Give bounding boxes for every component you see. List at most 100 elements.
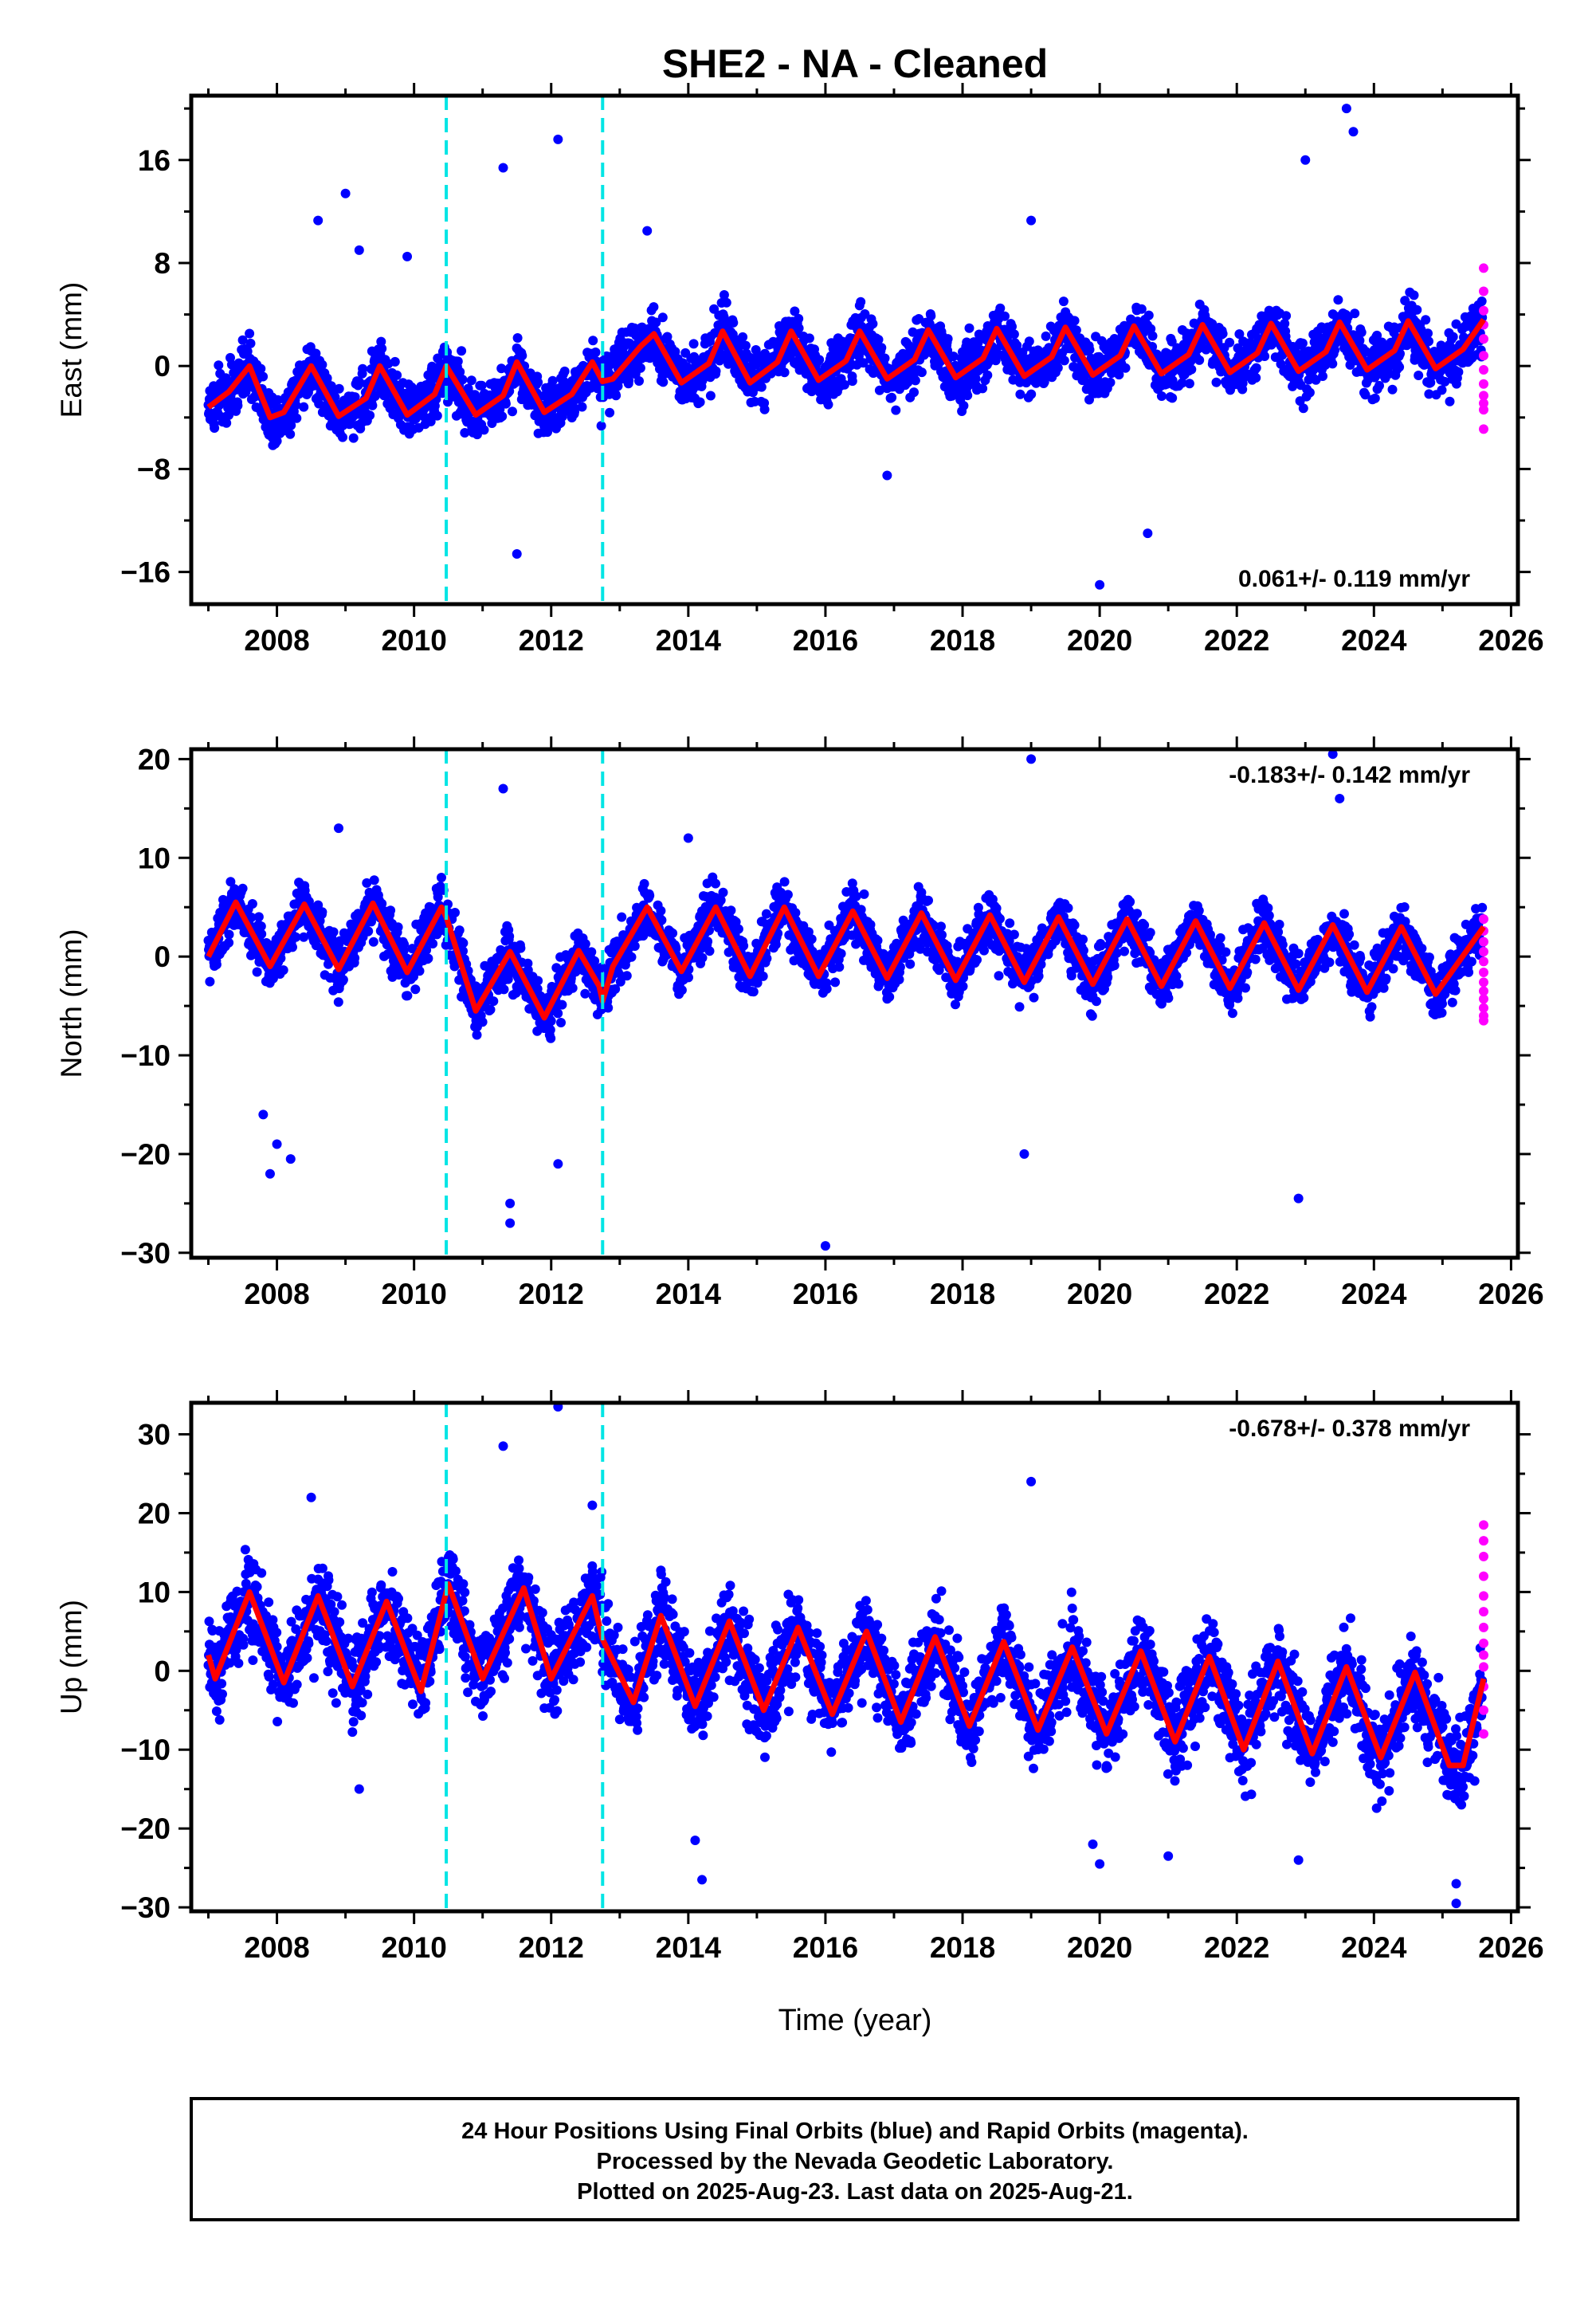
east-final-point bbox=[547, 375, 558, 386]
east-final-point bbox=[1015, 389, 1025, 399]
east-outlier-point bbox=[402, 251, 413, 261]
east-final-point bbox=[1000, 311, 1010, 321]
north-final-point bbox=[782, 889, 793, 900]
east-x-tick-label: 2026 bbox=[1478, 624, 1543, 657]
east-final-point bbox=[903, 377, 913, 387]
east-final-point bbox=[635, 363, 645, 373]
east-final-point bbox=[688, 339, 699, 349]
east-final-point bbox=[455, 367, 465, 377]
east-final-point bbox=[317, 359, 327, 370]
east-final-point bbox=[1251, 373, 1261, 383]
east-final-point bbox=[500, 399, 511, 409]
east-final-point bbox=[1298, 403, 1308, 414]
east-final-point bbox=[1304, 387, 1315, 398]
east-final-point bbox=[466, 375, 476, 386]
east-final-point bbox=[358, 363, 368, 374]
north-final-point bbox=[533, 976, 543, 986]
north-final-point bbox=[748, 987, 759, 997]
east-y-tick-label: 8 bbox=[154, 247, 171, 280]
east-final-point bbox=[1024, 336, 1034, 347]
north-final-point bbox=[546, 1033, 556, 1043]
east-final-point bbox=[367, 400, 378, 410]
north-final-point bbox=[399, 939, 410, 949]
east-x-tick-label: 2024 bbox=[1341, 624, 1407, 657]
east-final-point bbox=[873, 335, 884, 345]
east-final-point bbox=[756, 382, 767, 392]
north-final-point bbox=[458, 938, 469, 948]
east-final-point bbox=[479, 425, 489, 435]
north-final-point bbox=[586, 947, 597, 957]
east-final-point bbox=[719, 290, 729, 300]
north-final-point bbox=[288, 942, 297, 952]
north-final-point bbox=[711, 878, 720, 889]
east-rapid-point bbox=[1478, 351, 1488, 361]
east-final-point bbox=[533, 377, 543, 387]
east-final-point bbox=[1156, 391, 1167, 401]
east-outlier-point bbox=[882, 470, 892, 481]
north-final-point bbox=[622, 971, 632, 981]
north-final-point bbox=[333, 997, 343, 1007]
east-final-point bbox=[476, 380, 487, 391]
east-final-point bbox=[272, 436, 282, 446]
east-final-point bbox=[322, 373, 332, 383]
north-final-point bbox=[350, 953, 360, 963]
east-rapid-point bbox=[1478, 405, 1488, 415]
east-final-point bbox=[596, 421, 606, 431]
east-final-point bbox=[453, 356, 463, 367]
east-final-point bbox=[943, 345, 953, 355]
east-final-point bbox=[649, 302, 659, 312]
east-final-point bbox=[338, 432, 347, 442]
east-final-point bbox=[964, 323, 974, 333]
east-final-point bbox=[1059, 355, 1069, 366]
east-y-tick-label: −8 bbox=[137, 453, 171, 485]
north-final-point bbox=[704, 946, 715, 956]
east-rapid-point bbox=[1478, 263, 1488, 273]
east-final-point bbox=[856, 296, 866, 307]
east-final-point bbox=[1374, 380, 1384, 391]
north-final-point bbox=[317, 907, 327, 917]
north-final-point bbox=[703, 937, 713, 947]
east-final-point bbox=[214, 360, 224, 371]
east-outlier-point bbox=[1095, 579, 1105, 590]
east-final-point bbox=[355, 377, 365, 387]
north-final-point bbox=[450, 908, 460, 917]
east-final-point bbox=[880, 353, 890, 363]
north-final-point bbox=[626, 952, 637, 962]
east-final-point bbox=[460, 428, 470, 438]
east-final-point bbox=[910, 375, 920, 386]
north-final-point bbox=[402, 991, 413, 1001]
north-final-point bbox=[603, 1003, 614, 1013]
east-final-point bbox=[1350, 308, 1360, 319]
north-final-point bbox=[546, 1016, 556, 1026]
east-final-point bbox=[392, 370, 402, 380]
east-x-tick-label: 2018 bbox=[930, 624, 995, 657]
north-final-point bbox=[338, 975, 348, 985]
east-final-point bbox=[738, 332, 748, 342]
east-final-point bbox=[1136, 304, 1147, 314]
east-final-point bbox=[457, 346, 467, 356]
north-final-point bbox=[567, 983, 578, 993]
north-final-point bbox=[668, 928, 678, 938]
east-final-point bbox=[245, 338, 256, 348]
north-final-point bbox=[386, 905, 396, 916]
east-x-tick-label: 2014 bbox=[656, 624, 722, 657]
east-final-point bbox=[1147, 331, 1158, 341]
north-final-point bbox=[205, 976, 215, 987]
east-final-point bbox=[365, 410, 375, 421]
east-final-point bbox=[839, 379, 849, 390]
east-final-point bbox=[457, 375, 468, 385]
east-final-point bbox=[876, 343, 887, 353]
east-final-point bbox=[948, 351, 959, 362]
north-final-point bbox=[472, 1030, 482, 1040]
east-final-point bbox=[1186, 364, 1197, 375]
north-final-point bbox=[758, 971, 768, 981]
east-outlier-point bbox=[553, 134, 563, 144]
east-final-point bbox=[1120, 363, 1131, 373]
north-final-point bbox=[488, 996, 499, 1007]
north-final-point bbox=[639, 878, 649, 889]
east-final-point bbox=[1041, 331, 1051, 341]
east-final-point bbox=[759, 404, 770, 414]
north-final-point bbox=[761, 909, 771, 919]
east-outlier-point bbox=[354, 245, 364, 255]
north-final-point bbox=[224, 937, 234, 948]
